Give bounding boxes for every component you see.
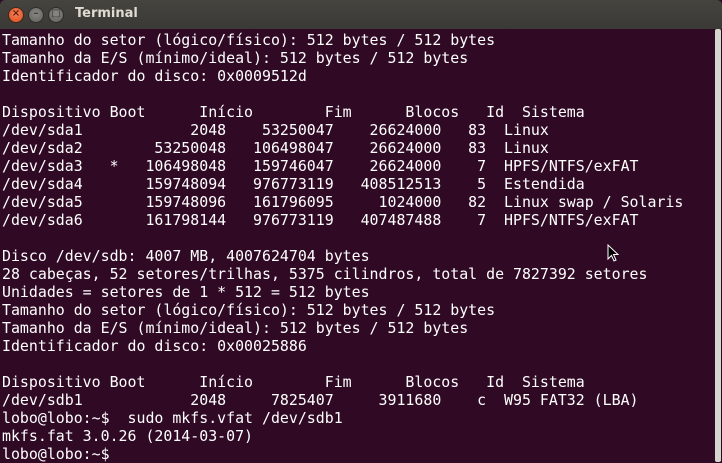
terminal-line: Tamanho da E/S (mínimo/ideal): 512 bytes…	[2, 319, 469, 337]
prompt-line: lobo@lobo:~$	[2, 445, 119, 463]
terminal-line: /dev/sda6 161798144 976773119 407487488 …	[2, 211, 639, 229]
terminal-output[interactable]: Tamanho do setor (lógico/físico): 512 by…	[2, 31, 710, 463]
terminal-line: /dev/sdb1 2048 7825407 3911680 c W95 FAT…	[2, 391, 639, 409]
prompt-line: lobo@lobo:~$ sudo mkfs.vfat /dev/sdb1	[2, 409, 343, 427]
scrollbar-thumb[interactable]	[715, 29, 721, 462]
close-icon: ×	[11, 8, 21, 19]
terminal-line	[2, 355, 710, 373]
maximize-button[interactable]: □	[48, 7, 64, 23]
mouse-pointer-icon	[607, 243, 620, 262]
close-button[interactable]: ×	[8, 7, 24, 23]
window-title: Terminal	[75, 6, 138, 21]
terminal-line: /dev/sda2 53250048 106498047 26624000 83…	[2, 139, 549, 157]
terminal-line	[2, 85, 710, 103]
terminal-line: Disco /dev/sdb: 4007 MB, 4007624704 byte…	[2, 247, 370, 265]
terminal-line: Tamanho da E/S (mínimo/ideal): 512 bytes…	[2, 49, 469, 67]
terminal-line: Tamanho do setor (lógico/físico): 512 by…	[2, 301, 496, 319]
terminal-line	[2, 229, 710, 247]
terminal-line: /dev/sda5 159748096 161796095 1024000 82…	[2, 193, 684, 211]
title-bar[interactable]: × – □ Terminal	[0, 0, 722, 29]
minimize-button[interactable]: –	[28, 7, 44, 23]
terminal-line: mkfs.fat 3.0.26 (2014-03-07)	[2, 427, 254, 445]
terminal-line: Tamanho do setor (lógico/físico): 512 by…	[2, 31, 496, 49]
terminal-line: /dev/sda3 * 106498048 159746047 26624000…	[2, 157, 639, 175]
terminal-line: Identificador do disco: 0x0009512d	[2, 67, 307, 85]
maximize-icon: □	[51, 8, 61, 19]
terminal-line: Dispositivo Boot Início Fim Blocos Id Si…	[2, 373, 585, 391]
terminal-line: Dispositivo Boot Início Fim Blocos Id Si…	[2, 103, 585, 121]
minimize-icon: –	[33, 8, 39, 19]
terminal-line: 28 cabeças, 52 setores/trilhas, 5375 cil…	[2, 265, 648, 283]
terminal-line: Identificador do disco: 0x00025886	[2, 337, 307, 355]
terminal-line: Unidades = setores de 1 * 512 = 512 byte…	[2, 283, 370, 301]
terminal-line: /dev/sda4 159748094 976773119 408512513 …	[2, 175, 585, 193]
terminal-line: /dev/sda1 2048 53250047 26624000 83 Linu…	[2, 121, 549, 139]
